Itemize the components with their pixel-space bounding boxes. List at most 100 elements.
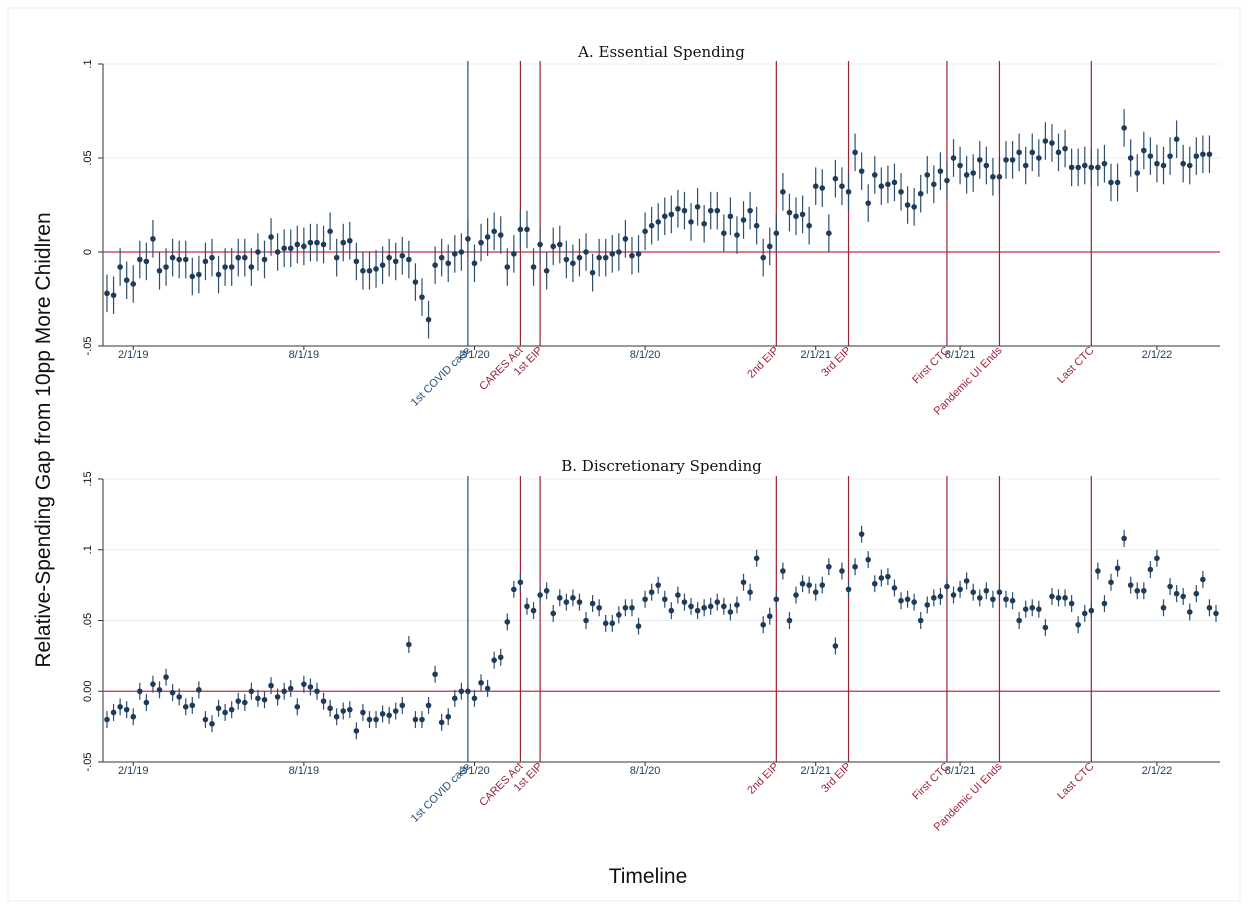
data-point (990, 596, 996, 603)
data-point (780, 189, 786, 195)
data-point (182, 256, 189, 263)
data-point (379, 711, 386, 717)
data-point (1016, 617, 1022, 624)
data-point (156, 687, 163, 693)
data-point (550, 610, 557, 617)
data-point (609, 620, 616, 627)
data-point (1114, 179, 1121, 186)
data-point (419, 294, 425, 300)
x-tick-label: 2/1/19 (118, 349, 149, 361)
data-point (465, 688, 471, 695)
data-point (694, 607, 701, 614)
data-point (169, 254, 176, 261)
panel-title: B. Discretionary Spending (561, 457, 762, 475)
data-point (596, 604, 602, 611)
data-point (471, 260, 478, 267)
data-point (189, 273, 196, 280)
data-point (465, 236, 471, 242)
data-point (392, 708, 399, 714)
data-point (826, 563, 832, 570)
figure-frame (7, 7, 1241, 902)
data-point (1075, 621, 1081, 628)
data-point (123, 706, 130, 713)
data-point (333, 713, 340, 720)
data-point (182, 704, 189, 710)
data-point (1022, 606, 1029, 612)
data-point (904, 202, 911, 208)
data-point (261, 696, 268, 703)
data-point (537, 241, 543, 248)
data-point (274, 249, 281, 255)
data-point (937, 593, 944, 600)
data-point (137, 688, 143, 695)
data-point (1088, 164, 1095, 171)
data-point (1180, 160, 1186, 167)
data-point (602, 254, 609, 261)
data-point (248, 264, 255, 270)
data-point (137, 256, 143, 263)
data-point (156, 268, 163, 274)
y-tick-label: -.05 (82, 753, 94, 772)
data-point (268, 682, 274, 689)
data-point (793, 213, 799, 220)
data-point (425, 702, 432, 709)
data-point (228, 706, 235, 713)
data-point (491, 228, 497, 235)
data-point (681, 599, 688, 605)
data-point (438, 719, 445, 726)
data-point (885, 573, 891, 580)
data-point (1009, 597, 1016, 604)
y-tick-label: .1 (82, 59, 94, 68)
data-point (550, 243, 557, 250)
data-point (760, 621, 767, 628)
data-point (576, 254, 583, 261)
y-tick-label: -.05 (82, 337, 94, 356)
data-point (189, 702, 196, 709)
data-point (944, 177, 950, 184)
data-point (307, 239, 314, 246)
data-point (1193, 153, 1200, 159)
data-point (616, 612, 622, 618)
data-point (681, 207, 688, 214)
data-point (1036, 155, 1042, 161)
data-point (130, 713, 137, 720)
data-point (747, 207, 753, 214)
data-point (1200, 151, 1206, 158)
data-point (1062, 145, 1068, 152)
data-point (169, 689, 176, 696)
data-point (661, 596, 668, 603)
data-point (386, 712, 392, 719)
data-point (944, 583, 950, 590)
data-point (858, 168, 865, 174)
data-point (1003, 596, 1009, 603)
data-point (635, 623, 642, 629)
data-point (707, 207, 714, 214)
y-tick-label: .05 (82, 150, 94, 165)
data-point (412, 716, 419, 723)
data-point (1127, 582, 1134, 588)
data-point (1042, 138, 1049, 144)
data-point (950, 155, 957, 161)
data-point (445, 713, 452, 720)
data-point (616, 249, 622, 255)
data-point (583, 617, 589, 624)
data-point (294, 704, 301, 710)
data-point (196, 687, 202, 693)
data-point (104, 716, 110, 723)
data-point (484, 234, 491, 240)
data-point (484, 685, 491, 692)
data-point (1095, 568, 1101, 574)
data-point (970, 589, 977, 595)
data-point (602, 620, 609, 627)
data-point (478, 679, 484, 686)
data-point (1042, 624, 1049, 631)
data-point (353, 728, 360, 734)
data-point (163, 674, 169, 680)
data-point (366, 716, 373, 723)
data-point (1081, 610, 1088, 617)
data-point (570, 595, 576, 601)
data-point (688, 219, 694, 225)
data-point (274, 694, 281, 700)
data-point (917, 190, 924, 197)
